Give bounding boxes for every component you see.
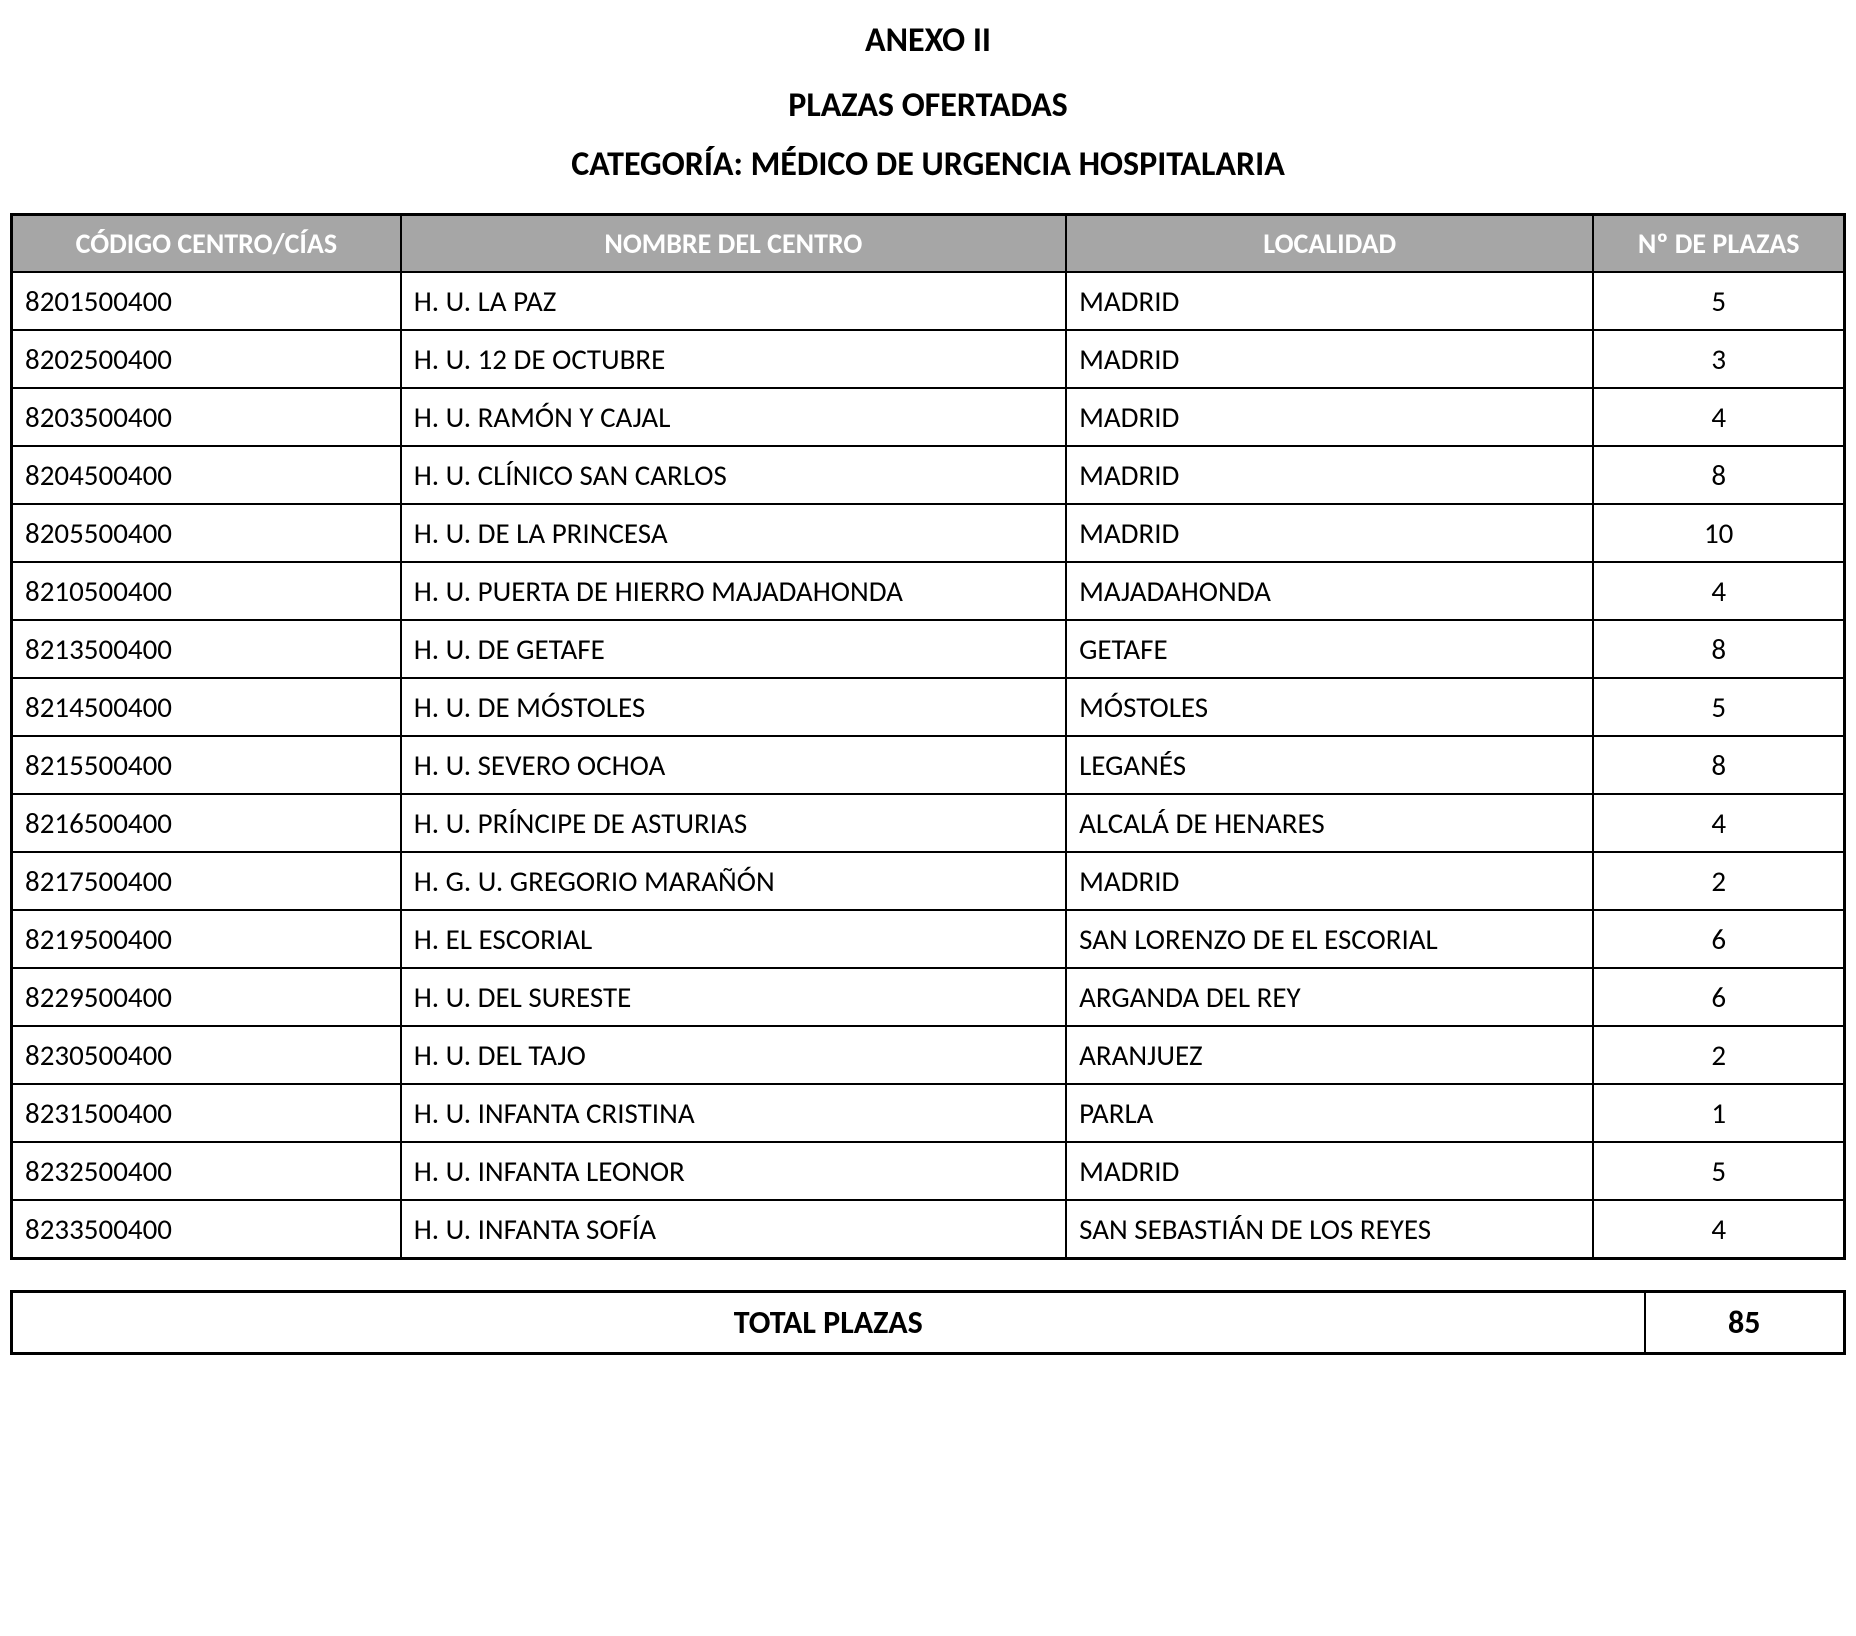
table-row: 8229500400H. U. DEL SURESTEARGANDA DEL R… bbox=[12, 968, 1845, 1026]
cell-nombre: H. U. INFANTA LEONOR bbox=[401, 1142, 1066, 1200]
cell-plazas: 2 bbox=[1593, 852, 1844, 910]
cell-plazas: 8 bbox=[1593, 446, 1844, 504]
table-row: 8215500400H. U. SEVERO OCHOALEGANÉS8 bbox=[12, 736, 1845, 794]
cell-codigo: 8214500400 bbox=[12, 678, 401, 736]
cell-nombre: H. U. CLÍNICO SAN CARLOS bbox=[401, 446, 1066, 504]
cell-codigo: 8216500400 bbox=[12, 794, 401, 852]
cell-nombre: H. U. RAMÓN Y CAJAL bbox=[401, 388, 1066, 446]
cell-localidad: SAN LORENZO DE EL ESCORIAL bbox=[1066, 910, 1593, 968]
cell-localidad: MAJADAHONDA bbox=[1066, 562, 1593, 620]
cell-localidad: MADRID bbox=[1066, 1142, 1593, 1200]
table-row: 8202500400H. U. 12 DE OCTUBREMADRID3 bbox=[12, 330, 1845, 388]
plazas-table: CÓDIGO CENTRO/CÍAS NOMBRE DEL CENTRO LOC… bbox=[10, 213, 1846, 1260]
cell-localidad: MADRID bbox=[1066, 330, 1593, 388]
cell-codigo: 8203500400 bbox=[12, 388, 401, 446]
table-row: 8233500400H. U. INFANTA SOFÍASAN SEBASTI… bbox=[12, 1200, 1845, 1258]
cell-plazas: 8 bbox=[1593, 736, 1844, 794]
cell-nombre: H. G. U. GREGORIO MARAÑÓN bbox=[401, 852, 1066, 910]
table-row: 8213500400H. U. DE GETAFEGETAFE8 bbox=[12, 620, 1845, 678]
cell-codigo: 8204500400 bbox=[12, 446, 401, 504]
table-row: 8216500400H. U. PRÍNCIPE DE ASTURIASALCA… bbox=[12, 794, 1845, 852]
table-row: 8205500400H. U. DE LA PRINCESAMADRID10 bbox=[12, 504, 1845, 562]
cell-codigo: 8231500400 bbox=[12, 1084, 401, 1142]
cell-codigo: 8202500400 bbox=[12, 330, 401, 388]
cell-codigo: 8213500400 bbox=[12, 620, 401, 678]
cell-codigo: 8233500400 bbox=[12, 1200, 401, 1258]
table-row: 8231500400H. U. INFANTA CRISTINAPARLA1 bbox=[12, 1084, 1845, 1142]
document-container: ANEXO II PLAZAS OFERTADAS CATEGORÍA: MÉD… bbox=[10, 20, 1846, 1355]
cell-nombre: H. U. DE GETAFE bbox=[401, 620, 1066, 678]
table-header: CÓDIGO CENTRO/CÍAS NOMBRE DEL CENTRO LOC… bbox=[12, 215, 1845, 273]
cell-nombre: H. EL ESCORIAL bbox=[401, 910, 1066, 968]
table-row: 8230500400H. U. DEL TAJOARANJUEZ2 bbox=[12, 1026, 1845, 1084]
col-header-nombre: NOMBRE DEL CENTRO bbox=[401, 215, 1066, 273]
title-categoria: CATEGORÍA: MÉDICO DE URGENCIA HOSPITALAR… bbox=[10, 144, 1846, 185]
cell-nombre: H. U. PUERTA DE HIERRO MAJADAHONDA bbox=[401, 562, 1066, 620]
cell-localidad: GETAFE bbox=[1066, 620, 1593, 678]
cell-nombre: H. U. DEL TAJO bbox=[401, 1026, 1066, 1084]
col-header-localidad: LOCALIDAD bbox=[1066, 215, 1593, 273]
title-anexo: ANEXO II bbox=[10, 20, 1846, 61]
table-row: 8217500400H. G. U. GREGORIO MARAÑÓNMADRI… bbox=[12, 852, 1845, 910]
table-body: 8201500400H. U. LA PAZMADRID58202500400H… bbox=[12, 272, 1845, 1258]
cell-nombre: H. U. INFANTA CRISTINA bbox=[401, 1084, 1066, 1142]
cell-nombre: H. U. 12 DE OCTUBRE bbox=[401, 330, 1066, 388]
total-value: 85 bbox=[1645, 1291, 1845, 1353]
title-plazas-ofertadas: PLAZAS OFERTADAS bbox=[10, 85, 1846, 126]
cell-plazas: 1 bbox=[1593, 1084, 1844, 1142]
cell-localidad: LEGANÉS bbox=[1066, 736, 1593, 794]
cell-nombre: H. U. PRÍNCIPE DE ASTURIAS bbox=[401, 794, 1066, 852]
cell-localidad: ARANJUEZ bbox=[1066, 1026, 1593, 1084]
table-row: 8219500400H. EL ESCORIALSAN LORENZO DE E… bbox=[12, 910, 1845, 968]
cell-nombre: H. U. LA PAZ bbox=[401, 272, 1066, 330]
cell-plazas: 8 bbox=[1593, 620, 1844, 678]
cell-codigo: 8232500400 bbox=[12, 1142, 401, 1200]
cell-plazas: 5 bbox=[1593, 678, 1844, 736]
cell-codigo: 8219500400 bbox=[12, 910, 401, 968]
cell-plazas: 4 bbox=[1593, 388, 1844, 446]
cell-plazas: 6 bbox=[1593, 968, 1844, 1026]
cell-localidad: ALCALÁ DE HENARES bbox=[1066, 794, 1593, 852]
cell-nombre: H. U. INFANTA SOFÍA bbox=[401, 1200, 1066, 1258]
total-table: TOTAL PLAZAS 85 bbox=[10, 1290, 1846, 1355]
table-row: 8201500400H. U. LA PAZMADRID5 bbox=[12, 272, 1845, 330]
cell-localidad: MADRID bbox=[1066, 446, 1593, 504]
cell-localidad: ARGANDA DEL REY bbox=[1066, 968, 1593, 1026]
cell-plazas: 4 bbox=[1593, 1200, 1844, 1258]
cell-codigo: 8229500400 bbox=[12, 968, 401, 1026]
cell-codigo: 8217500400 bbox=[12, 852, 401, 910]
cell-plazas: 4 bbox=[1593, 562, 1844, 620]
cell-nombre: H. U. DE LA PRINCESA bbox=[401, 504, 1066, 562]
col-header-plazas: Nº DE PLAZAS bbox=[1593, 215, 1844, 273]
cell-localidad: PARLA bbox=[1066, 1084, 1593, 1142]
total-label: TOTAL PLAZAS bbox=[12, 1291, 1645, 1353]
table-row: 8210500400H. U. PUERTA DE HIERRO MAJADAH… bbox=[12, 562, 1845, 620]
cell-plazas: 6 bbox=[1593, 910, 1844, 968]
cell-localidad: SAN SEBASTIÁN DE LOS REYES bbox=[1066, 1200, 1593, 1258]
cell-codigo: 8201500400 bbox=[12, 272, 401, 330]
cell-localidad: MÓSTOLES bbox=[1066, 678, 1593, 736]
cell-codigo: 8210500400 bbox=[12, 562, 401, 620]
table-row: 8214500400H. U. DE MÓSTOLESMÓSTOLES5 bbox=[12, 678, 1845, 736]
cell-plazas: 5 bbox=[1593, 272, 1844, 330]
cell-plazas: 5 bbox=[1593, 1142, 1844, 1200]
cell-localidad: MADRID bbox=[1066, 852, 1593, 910]
cell-nombre: H. U. SEVERO OCHOA bbox=[401, 736, 1066, 794]
table-row: 8204500400H. U. CLÍNICO SAN CARLOSMADRID… bbox=[12, 446, 1845, 504]
cell-codigo: 8205500400 bbox=[12, 504, 401, 562]
cell-codigo: 8215500400 bbox=[12, 736, 401, 794]
cell-nombre: H. U. DEL SURESTE bbox=[401, 968, 1066, 1026]
cell-plazas: 4 bbox=[1593, 794, 1844, 852]
cell-localidad: MADRID bbox=[1066, 504, 1593, 562]
table-row: 8232500400H. U. INFANTA LEONORMADRID5 bbox=[12, 1142, 1845, 1200]
cell-plazas: 2 bbox=[1593, 1026, 1844, 1084]
cell-codigo: 8230500400 bbox=[12, 1026, 401, 1084]
cell-plazas: 3 bbox=[1593, 330, 1844, 388]
table-row: 8203500400H. U. RAMÓN Y CAJALMADRID4 bbox=[12, 388, 1845, 446]
col-header-codigo: CÓDIGO CENTRO/CÍAS bbox=[12, 215, 401, 273]
cell-localidad: MADRID bbox=[1066, 388, 1593, 446]
cell-plazas: 10 bbox=[1593, 504, 1844, 562]
cell-nombre: H. U. DE MÓSTOLES bbox=[401, 678, 1066, 736]
cell-localidad: MADRID bbox=[1066, 272, 1593, 330]
